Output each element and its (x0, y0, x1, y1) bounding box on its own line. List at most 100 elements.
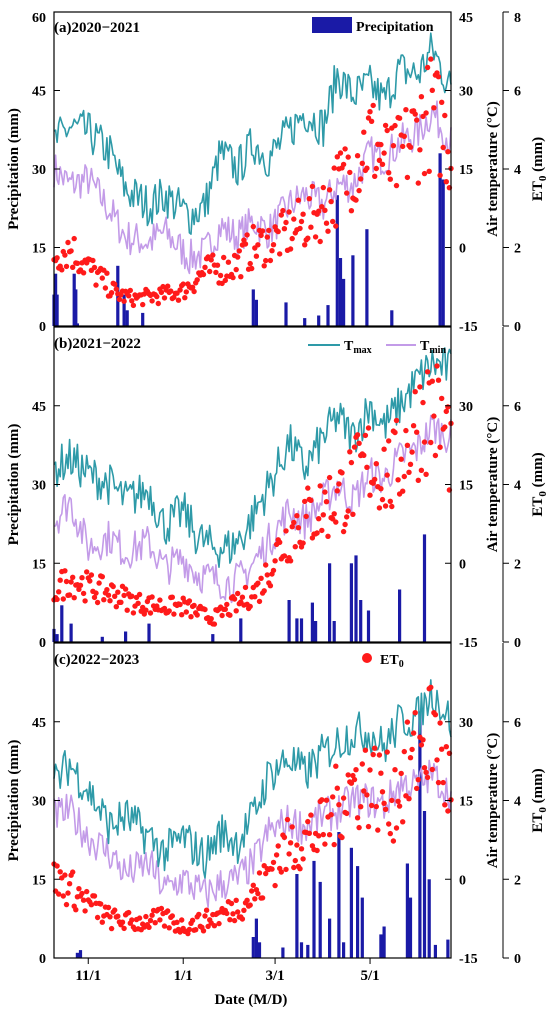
precip-axis-label: Precipitation (mm) (6, 740, 22, 862)
et0-point (270, 567, 277, 574)
et0-point (319, 204, 325, 210)
et0-point (439, 99, 445, 106)
et0-point (275, 228, 281, 235)
et0-point (412, 111, 418, 117)
et0-point (80, 270, 87, 276)
et0-point (372, 745, 378, 751)
et0-tick-label: 6 (514, 400, 521, 415)
et0-point (129, 593, 135, 599)
et0-point (194, 277, 200, 283)
et0-point (398, 770, 404, 777)
et0-point (312, 234, 319, 240)
et0-point (407, 755, 414, 761)
et0-point (317, 483, 323, 489)
et0-point (217, 272, 224, 279)
et0-point (432, 452, 439, 459)
precip-tick-label: 15 (32, 557, 46, 572)
temp-tick-label: 0 (459, 242, 466, 257)
et0-point (333, 223, 339, 229)
et0-point (370, 102, 376, 109)
et0-point (70, 264, 76, 270)
et0-point (303, 513, 309, 520)
et0-point (414, 429, 420, 435)
et0-point (378, 486, 384, 492)
temp-axis-label: Air temperature (°C) (485, 733, 501, 868)
et0-point (368, 802, 375, 809)
precip-bar (251, 289, 255, 326)
et0-point (325, 228, 331, 234)
et0-point (316, 208, 322, 214)
et0-point (238, 274, 244, 280)
et0-point (330, 218, 336, 225)
et0-point (295, 197, 302, 203)
et0-point (410, 423, 417, 429)
et0-point (359, 761, 365, 767)
precip-bar (295, 874, 299, 958)
et0-point (354, 153, 361, 159)
plot-2: 0 15 30 45 -15 0 15 30 0 2 4 6 Precipitation (mm) Air… (6, 326, 549, 651)
et0-point (305, 235, 311, 241)
et0-point (396, 115, 403, 121)
et0-tick-label: 4 (514, 163, 521, 178)
et0-point (306, 830, 312, 836)
et0-point (331, 165, 337, 171)
et0-axis-label-unit: (mm) (530, 452, 546, 491)
et0-point (149, 594, 155, 600)
et0-point (169, 594, 175, 600)
et0-point (322, 841, 328, 847)
et0-point (281, 553, 288, 559)
temp-axis-label: Air temperature (°C) (485, 101, 501, 236)
panel-a: (a)2020−2021 Precipitation (54, 17, 434, 36)
et0-point (347, 169, 353, 176)
et0-point (175, 297, 182, 303)
et0-point (183, 289, 189, 295)
et0-point (368, 118, 375, 125)
et0-point (330, 794, 336, 800)
et0-point (359, 160, 365, 166)
et0-point (253, 253, 260, 259)
et0-point (98, 901, 104, 907)
precip-bar (310, 602, 314, 642)
et0-point (261, 588, 267, 594)
et0-point (63, 901, 70, 908)
et0-point (82, 908, 88, 914)
et0-point (57, 869, 63, 875)
et0-point (171, 294, 177, 301)
precip-bar (366, 610, 371, 642)
et0-point (435, 74, 442, 80)
et0-point (255, 890, 261, 897)
panel-b-title: (b)2021−2022 (54, 336, 141, 352)
et0-point (227, 612, 233, 618)
et0-point (351, 444, 358, 450)
panel-c-title: (c)2022−2023 (54, 652, 139, 668)
temp-tick-label: 30 (459, 400, 473, 415)
et0-point (126, 909, 132, 916)
et0-point (118, 599, 124, 605)
precip-bar (124, 631, 128, 642)
et0-point (358, 176, 364, 182)
et0-point (298, 218, 305, 225)
et0-point (96, 580, 102, 586)
et0-point (59, 267, 65, 273)
et0-point (104, 270, 110, 276)
et0-point (400, 143, 406, 150)
et0-point (79, 890, 85, 897)
et0-point (222, 277, 228, 284)
et0-axis-label-sub: 0 (537, 175, 549, 181)
et0-point (345, 154, 351, 160)
et0-tick-label: 4 (514, 479, 521, 494)
et0-point (295, 525, 302, 531)
et0-point (147, 610, 154, 616)
et0-tick-label: 6 (514, 85, 521, 100)
temp-axis-label: Air temperature (°C) (485, 417, 501, 552)
et0-point (121, 925, 127, 932)
et0-point (361, 452, 367, 458)
et0-point (390, 838, 397, 844)
et0-point (305, 485, 311, 491)
et0-point (344, 190, 350, 196)
et0-point (196, 911, 202, 918)
et0-point (230, 911, 236, 917)
et0-point (56, 891, 62, 897)
et0-point (423, 471, 429, 477)
et0-point (423, 769, 429, 776)
